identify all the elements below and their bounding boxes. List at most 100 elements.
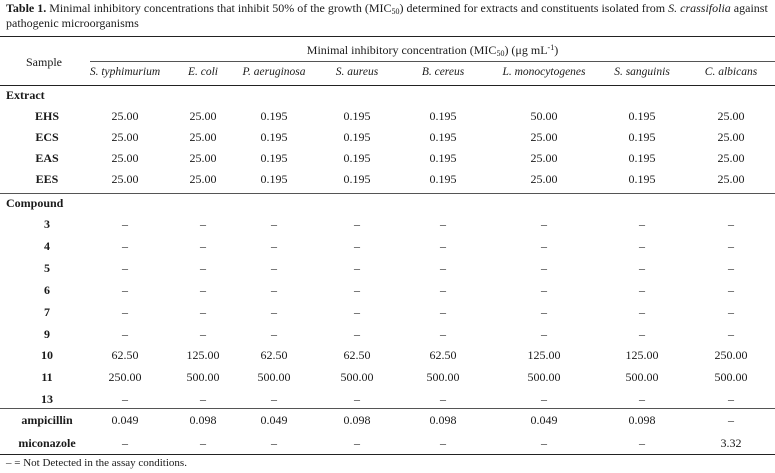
table-cell: 0.098 — [628, 413, 656, 427]
table-cell: 25.00 — [717, 130, 745, 144]
table-cell: 0.049 — [111, 413, 139, 427]
table-cell: 62.50 — [343, 348, 371, 362]
caption-subscript: 50 — [391, 7, 400, 16]
compound-rule — [0, 193, 775, 194]
table-cell: – — [728, 305, 734, 319]
table-cell: – — [541, 283, 547, 297]
column-header-organism: C. albicans — [704, 66, 758, 78]
column-header-organism: S. typhimurium — [89, 66, 161, 78]
table-cell: – — [200, 239, 206, 253]
table-cell: – — [728, 261, 734, 275]
header-sample: Sample — [26, 55, 62, 69]
section-label-extract: Extract — [6, 88, 45, 102]
table-cell: – — [122, 283, 128, 297]
table-cell: 25.00 — [717, 109, 745, 123]
table-cell: 62.50 — [260, 348, 288, 362]
table-cell: 0.195 — [429, 172, 457, 186]
table-cell: 0.195 — [343, 109, 371, 123]
table-cell: – — [122, 436, 128, 450]
caption-species: S. crassifolia — [668, 1, 731, 15]
table-cell: 0.195 — [429, 109, 457, 123]
table-cell: 25.00 — [111, 130, 139, 144]
table-cell: – — [639, 436, 645, 450]
table-row: miconazole – – – – – – – 3.32 — [0, 433, 775, 453]
table-row: ECS 25.00 25.00 0.195 0.195 0.195 25.00 0.195 25… — [0, 127, 775, 147]
table-cell: 25.00 — [717, 151, 745, 165]
table-cell: 250.00 — [714, 348, 748, 362]
table-cell: 0.098 — [189, 413, 217, 427]
table-cell: 0.195 — [260, 130, 288, 144]
table-cell: – — [200, 261, 206, 275]
table-cell: 500.00 — [625, 370, 659, 384]
table-cell: 25.00 — [189, 172, 217, 186]
table-caption: Table 1. Minimal inhibitory concentratio… — [6, 1, 771, 31]
table-cell: – — [639, 392, 645, 406]
table-cell: 250.00 — [108, 370, 142, 384]
table-cell: 0.049 — [530, 413, 558, 427]
column-header-organism: S. sanguinis — [614, 66, 670, 78]
table-row: 11 250.00 500.00 500.00 500.00 500.00 500.00 50… — [0, 367, 775, 387]
column-header-organism: S. aureus — [335, 66, 379, 78]
table-cell: – — [728, 327, 734, 341]
row-label: EES — [35, 172, 59, 186]
table-cell: – — [354, 283, 360, 297]
table-cell: – — [271, 239, 277, 253]
table-cell: – — [200, 327, 206, 341]
section-label-compound: Compound — [6, 196, 64, 210]
table-cell: – — [440, 217, 446, 231]
header-group-sup: -1 — [547, 43, 555, 52]
table-cell: – — [122, 217, 128, 231]
table-footnote: – = Not Detected in the assay conditions… — [6, 457, 187, 469]
table-cell: – — [541, 436, 547, 450]
table-cell: 25.00 — [530, 151, 558, 165]
table-cell: – — [200, 436, 206, 450]
table-cell: – — [440, 305, 446, 319]
header-group-text-b: ) (μg mL — [504, 43, 548, 57]
table-cell: 0.195 — [343, 151, 371, 165]
table-cell: 0.195 — [628, 172, 656, 186]
table-cell: – — [354, 261, 360, 275]
row-label: ECS — [35, 130, 59, 144]
row-label: 5 — [44, 261, 50, 275]
table-cell: – — [639, 217, 645, 231]
table-cell: 0.195 — [260, 172, 288, 186]
table-cell: 25.00 — [111, 151, 139, 165]
caption-text-c: against pathogenic microorganisms — [6, 1, 768, 30]
table-cell: 500.00 — [186, 370, 220, 384]
row-label: 13 — [41, 392, 53, 406]
table-cell: 0.049 — [260, 413, 288, 427]
table-cell: 500.00 — [714, 370, 748, 384]
row-label: miconazole — [18, 436, 76, 450]
table-cell: – — [541, 305, 547, 319]
table-cell: 25.00 — [189, 130, 217, 144]
table-cell: – — [354, 239, 360, 253]
table-cell: – — [541, 392, 547, 406]
table-cell: 25.00 — [530, 172, 558, 186]
table-cell: – — [639, 239, 645, 253]
group-rule — [90, 61, 775, 62]
table-cell: 62.50 — [429, 348, 457, 362]
table-cell: – — [728, 392, 734, 406]
table-cell: – — [122, 392, 128, 406]
table-cell: – — [541, 261, 547, 275]
row-label: 7 — [44, 305, 50, 319]
section-extract: Extract — [0, 85, 775, 105]
table-cell: 50.00 — [530, 109, 558, 123]
table-cell: – — [440, 239, 446, 253]
column-header-organism: E. coli — [187, 66, 219, 78]
table-cell: 500.00 — [257, 370, 291, 384]
table-cell: – — [440, 283, 446, 297]
header-group-text-a: Minimal inhibitory concentration (MIC — [306, 43, 497, 57]
table-cell: – — [728, 239, 734, 253]
table-cell: – — [354, 305, 360, 319]
table-cell: 0.195 — [429, 130, 457, 144]
table-cell: – — [354, 217, 360, 231]
table-cell: 500.00 — [340, 370, 374, 384]
bottom-rule — [0, 454, 775, 455]
table-cell: 0.195 — [343, 130, 371, 144]
row-label: 4 — [44, 239, 50, 253]
header-group-sub: 50 — [496, 49, 505, 58]
row-label: 11 — [41, 370, 53, 384]
table-cell: – — [271, 436, 277, 450]
table-cell: 0.195 — [628, 130, 656, 144]
